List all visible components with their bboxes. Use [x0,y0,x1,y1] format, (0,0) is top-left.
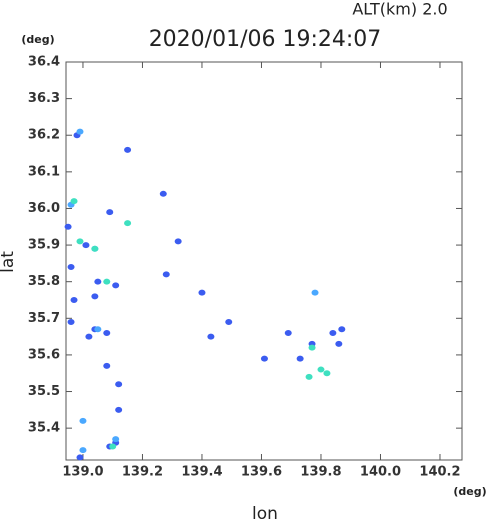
echo [103,278,111,285]
y-tick-label: 36.0 [28,201,60,216]
echo [64,223,72,230]
echo [284,329,292,336]
echo [94,278,102,285]
x-tick-label: 139.8 [300,465,341,480]
echo [109,443,117,450]
echo [94,326,102,333]
x-tick-label: 140.2 [419,465,460,480]
y-tick-label: 35.8 [28,274,60,289]
y-tick-label: 36.2 [28,128,60,143]
echo [91,293,99,300]
echo [112,436,120,443]
x-tick-label: 139.6 [241,465,282,480]
echo [296,355,304,362]
echo [124,146,132,153]
echo [317,366,325,373]
echo [335,340,343,347]
echo [106,209,114,216]
echo [79,447,87,454]
echo [91,245,99,252]
echo [67,264,75,271]
echo [323,370,331,377]
x-axis-label: lon [252,504,278,521]
y-axis-label: lat [0,251,18,273]
y-tick-label: 36.3 [28,91,60,106]
y-tick-label: 35.9 [28,238,60,253]
x-tick-label: 139.0 [62,465,103,480]
echo [329,329,337,336]
echo [305,373,313,380]
y-unit: (deg) [21,33,54,46]
y-tick-label: 35.6 [28,347,60,362]
echo [124,220,132,227]
echo [70,198,78,205]
echo [162,271,170,278]
echo [67,318,75,325]
echo [76,454,84,461]
altitude: ALT(km) 2.0 [352,0,447,19]
x-tick-label: 139.4 [181,465,222,480]
echo [115,406,123,413]
echo [115,381,123,388]
chart-title: 2020/01/06 19:24:07 [149,27,382,52]
echo [198,289,206,296]
x-tick-label: 139.2 [122,465,163,480]
echo [159,190,167,197]
echo [70,296,78,303]
echo [103,362,111,369]
echo [260,355,268,362]
y-tick-label: 36.4 [28,55,60,70]
y-tick-label: 36.1 [28,164,60,179]
echo [103,329,111,336]
echo [82,242,90,249]
echo [308,344,316,351]
y-tick-label: 35.5 [28,384,60,399]
echo [225,318,233,325]
echo [76,238,84,245]
plot-frame [65,61,463,461]
echo [76,128,84,135]
x-unit: (deg) [453,485,486,498]
echo [311,289,319,296]
echo [112,282,120,289]
echo [338,326,346,333]
x-tick-label: 140.0 [360,465,401,480]
y-tick-label: 35.7 [28,311,60,326]
echo [174,238,182,245]
echo [85,333,93,340]
echo [79,417,87,424]
y-tick-label: 35.4 [28,421,60,436]
echo [207,333,215,340]
